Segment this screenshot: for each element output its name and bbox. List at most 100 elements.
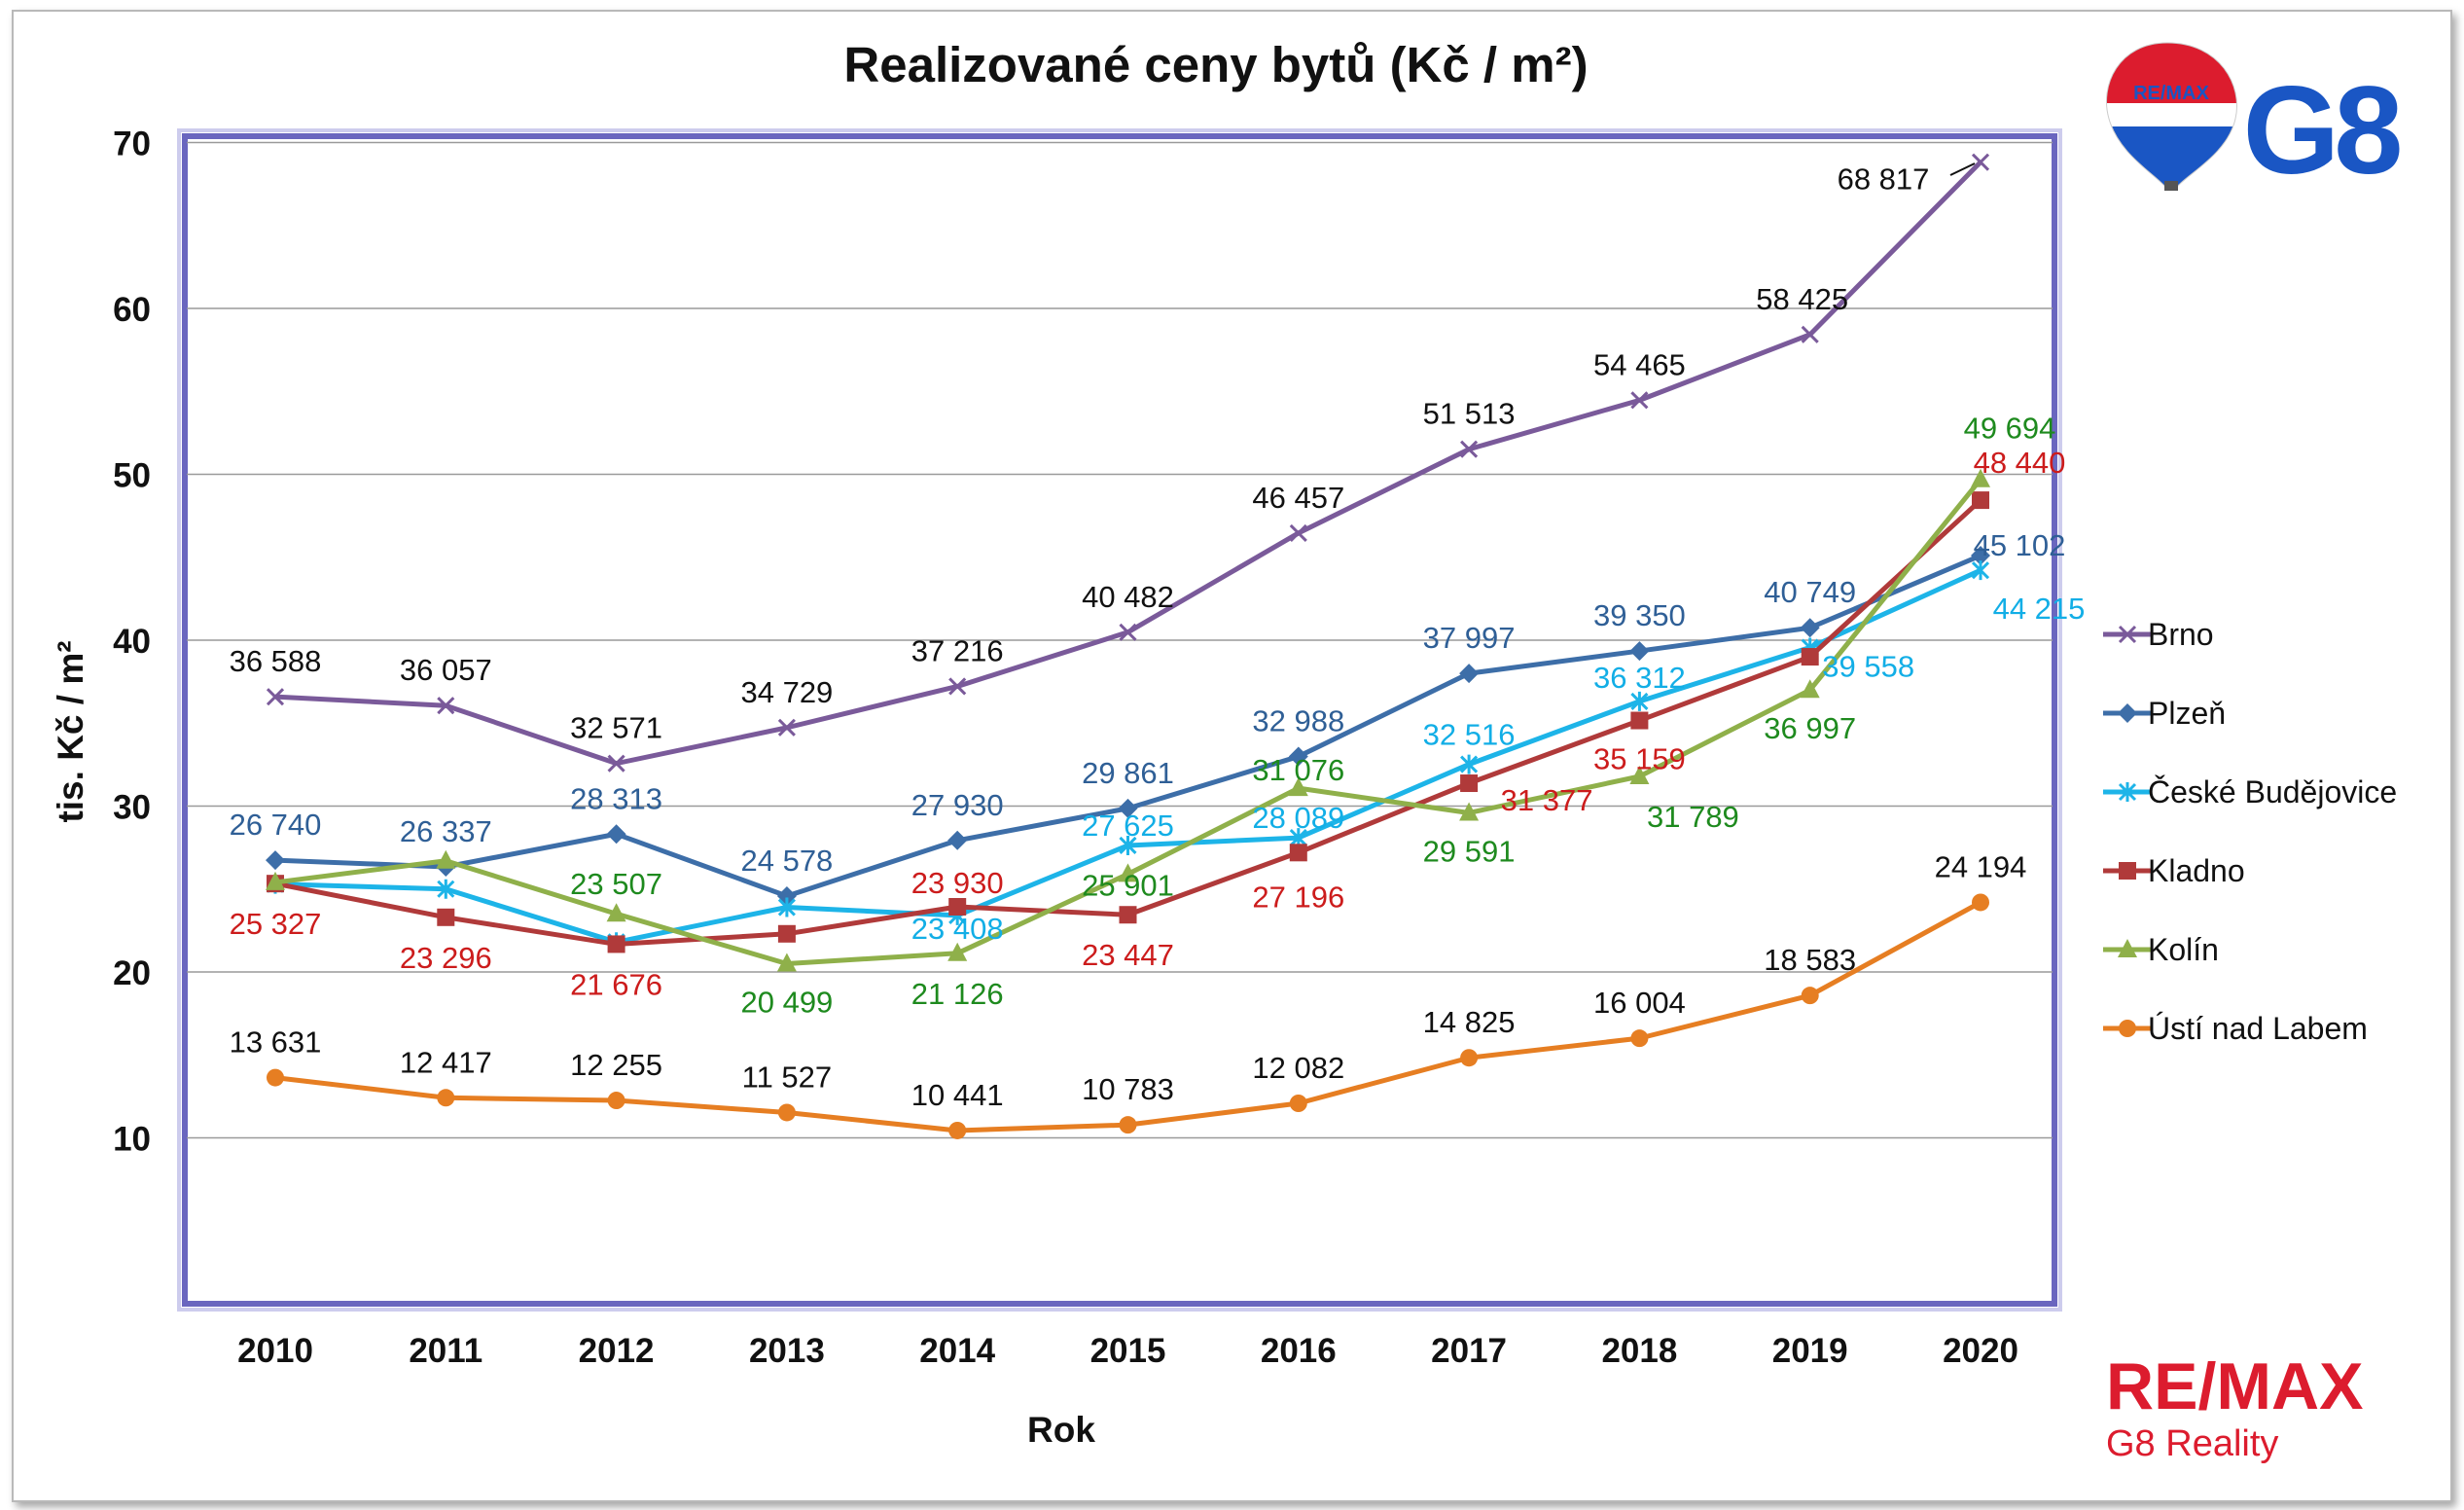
balloon-text: RE/MAX	[2133, 83, 2209, 104]
y-tick-label: 30	[113, 789, 151, 827]
data-label: 25 327	[230, 907, 322, 941]
legend-label: Kladno	[2148, 853, 2245, 888]
data-label: 44 215	[1993, 592, 2086, 626]
legend-marker	[2118, 782, 2137, 802]
data-label: 16 004	[1593, 986, 1686, 1020]
data-point	[1118, 863, 1138, 882]
legend-marker	[2118, 625, 2137, 644]
data-label: 27 930	[911, 788, 1004, 822]
series-kolín	[266, 468, 1990, 972]
data-labels: 36 588 36 057 32 571 34 729 37 216 40 482 46 4…	[230, 162, 2086, 1112]
y-axis-label: tis. Kč / m²	[51, 640, 90, 822]
data-point	[1801, 325, 1819, 343]
legend-marker	[2119, 862, 2136, 880]
data-label: 31 377	[1501, 783, 1593, 817]
x-axis-label: Rok	[1027, 1410, 1095, 1450]
x-tick-label: 2010	[237, 1332, 313, 1370]
data-label: 23 447	[1082, 938, 1174, 972]
data-point	[1289, 844, 1307, 862]
data-label: 12 255	[570, 1048, 662, 1082]
data-point	[777, 924, 796, 943]
data-label: 27 625	[1082, 809, 1174, 843]
legend-item: Kladno	[2103, 853, 2245, 888]
x-tick-label: 2020	[1943, 1332, 2018, 1370]
data-label: 10 441	[911, 1078, 1004, 1112]
data-label: 24 578	[740, 844, 833, 878]
data-point	[777, 897, 796, 917]
remax-balloon-logo: RE/MAX	[2106, 42, 2237, 191]
data-point	[1801, 648, 1819, 666]
data-label: 54 465	[1593, 347, 1686, 381]
data-point	[1629, 641, 1650, 662]
data-point	[1118, 798, 1138, 818]
data-point	[1459, 802, 1480, 821]
data-label: 39 558	[1822, 650, 1914, 684]
data-label: 18 583	[1764, 943, 1856, 977]
data-label: 12 417	[400, 1045, 492, 1079]
data-label: 32 988	[1252, 704, 1344, 738]
x-tick-label: 2016	[1261, 1332, 1337, 1370]
legend-label: Plzeň	[2148, 696, 2226, 731]
data-point	[266, 850, 285, 871]
data-label: 37 216	[911, 633, 1004, 667]
x-tick-label: 2014	[919, 1332, 995, 1370]
x-tick-label: 2019	[1772, 1332, 1848, 1370]
data-label: 36 588	[230, 644, 322, 678]
data-point	[1460, 774, 1479, 793]
gridlines	[187, 141, 2053, 1139]
y-tick-label: 70	[113, 126, 151, 163]
data-point	[1460, 440, 1479, 458]
series-brno	[266, 153, 1990, 773]
data-point	[1630, 691, 1649, 711]
data-label: 26 337	[400, 814, 492, 848]
data-point	[1971, 546, 1990, 566]
legend-item: České Budějovice	[2103, 774, 2397, 809]
data-label: 24 194	[1935, 849, 2027, 883]
data-label: 21 676	[570, 967, 662, 1001]
legend-label: České Budějovice	[2148, 774, 2397, 809]
plot-area	[177, 128, 2062, 1312]
data-point	[1459, 664, 1480, 684]
data-label: 36 312	[1593, 661, 1686, 695]
data-point	[1630, 391, 1649, 410]
y-tick-label: 60	[113, 291, 151, 329]
data-label: 46 457	[1252, 481, 1344, 515]
data-label: 23 507	[570, 867, 662, 901]
data-label: 12 082	[1252, 1051, 1344, 1085]
data-label: 10 783	[1082, 1072, 1174, 1106]
data-label: 21 126	[911, 977, 1004, 1011]
data-point	[1119, 1116, 1137, 1134]
data-point	[1972, 893, 1989, 912]
y-tick-label: 50	[113, 457, 151, 495]
data-point	[1971, 153, 1990, 171]
data-label: 32 571	[570, 711, 662, 745]
data-label: 25 901	[1082, 868, 1174, 902]
data-point	[266, 871, 285, 890]
data-point	[1289, 523, 1307, 542]
x-tick-label: 2017	[1431, 1332, 1507, 1370]
y-tick-label: 10	[113, 1121, 151, 1159]
data-label: 49 694	[1964, 412, 2056, 446]
legend: Brno Plzeň České Budějovice Kladno Kolín Ústí…	[2103, 617, 2397, 1046]
data-label: 40 482	[1082, 580, 1174, 614]
legend-item: Plzeň	[2103, 696, 2226, 731]
data-point	[1801, 987, 1819, 1005]
data-point	[948, 677, 967, 696]
legend-item: Kolín	[2103, 932, 2219, 967]
data-point	[948, 1121, 967, 1139]
chart-title: Realizované ceny bytů (Kč / m²)	[843, 37, 1588, 92]
legend-label: Kolín	[2148, 932, 2219, 967]
data-label: 29 591	[1423, 834, 1516, 868]
data-label: 14 825	[1423, 1005, 1516, 1039]
data-point	[948, 897, 967, 916]
data-label: 36 057	[400, 653, 492, 687]
legend-marker	[2118, 939, 2137, 957]
data-point	[1289, 1095, 1307, 1113]
leader-line	[1949, 162, 1976, 176]
data-label: 20 499	[740, 985, 833, 1019]
data-label: 34 729	[740, 675, 833, 709]
data-point	[1971, 468, 1990, 487]
data-point	[947, 830, 968, 850]
data-point	[606, 824, 626, 845]
